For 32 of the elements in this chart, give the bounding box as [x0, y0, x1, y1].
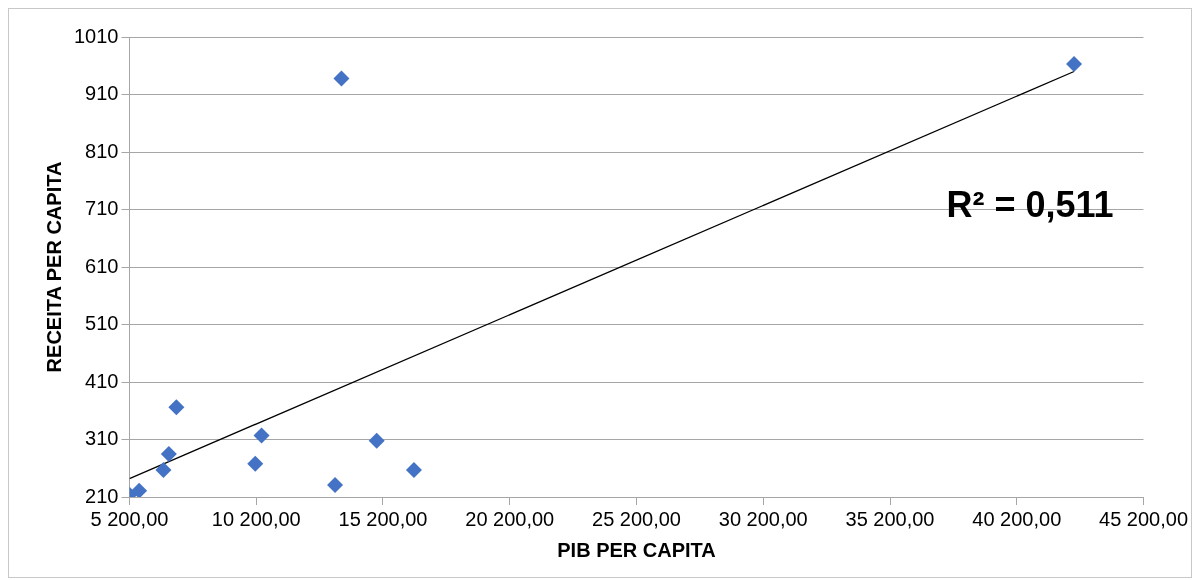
point [253, 427, 270, 444]
y-tick-label: 210 [85, 484, 119, 507]
point [160, 445, 177, 462]
point [247, 455, 264, 472]
y-tick-label: 910 [85, 82, 119, 105]
y-tick-label: 810 [85, 139, 119, 162]
x-tick-label: 15 200,00 [338, 507, 428, 530]
point [168, 399, 185, 416]
x-axis-title: PIB PER CAPITA [557, 538, 716, 561]
x-tick-label: 40 200,00 [972, 507, 1062, 530]
x-tick-label: 5 200,00 [90, 507, 169, 530]
point [405, 461, 422, 478]
x-tick-label: 10 200,00 [211, 507, 301, 530]
point [1066, 56, 1083, 73]
y-tick-label: 610 [85, 254, 119, 277]
y-axis-title: RECEITA PER CAPITA [42, 161, 65, 373]
annotation: R² = 0,511 [946, 184, 1114, 226]
y-tick-label: 410 [85, 369, 119, 392]
point [131, 482, 148, 497]
x-tick-label: 45 200,00 [1099, 507, 1188, 530]
x-tick-label: 30 200,00 [718, 507, 808, 530]
x-tick-label: 35 200,00 [845, 507, 935, 530]
y-tick-label: 310 [85, 427, 119, 450]
x-tick-label: 25 200,00 [592, 507, 681, 530]
y-tick-label: 1010 [73, 24, 119, 47]
y-tick-label: 710 [85, 197, 119, 220]
point [327, 476, 344, 493]
point [155, 461, 172, 478]
point [368, 432, 385, 449]
x-tick-label: 20 200,00 [465, 507, 555, 530]
y-tick-label: 510 [85, 312, 119, 335]
point [333, 70, 350, 87]
